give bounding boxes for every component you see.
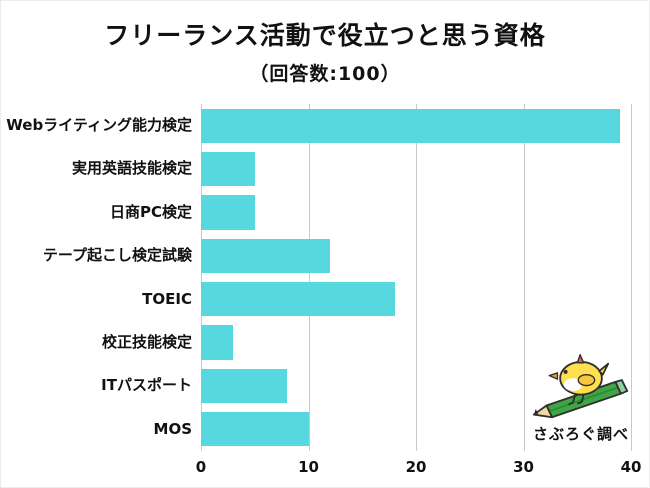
gridline	[308, 104, 310, 451]
chart-title: フリーランス活動で役立つと思う資格	[104, 21, 546, 50]
category-label: Webライティング能力検定	[6, 116, 192, 135]
category-labels: Webライティング能力検定実用英語技能検定日商PC検定テープ起こし検定試験 TOE…	[1, 104, 201, 451]
survey-credit: さぶろぐ調べ	[532, 425, 629, 443]
bar-row	[201, 364, 631, 407]
bar-row	[201, 408, 631, 451]
bar	[201, 325, 234, 360]
category-label: 日商PC検定	[109, 202, 192, 221]
mascot: さぶろぐ調べ	[522, 342, 640, 444]
category-label: MOS	[153, 419, 192, 438]
category-label: テープ起こし検定試験	[42, 246, 192, 265]
x-tick-label: 10	[298, 458, 319, 476]
bar	[201, 151, 255, 187]
gridline	[523, 104, 525, 451]
category-label: 実用英語技能検定	[71, 159, 192, 178]
x-tick-label: 40	[620, 458, 642, 476]
bar	[201, 108, 621, 143]
x-tick-label: 0	[195, 458, 207, 476]
chick-with-pencil-icon	[532, 354, 629, 419]
bar-row	[201, 104, 631, 147]
x-axis: 0 10 20 30 40	[196, 451, 642, 479]
bar	[201, 412, 309, 447]
bars	[201, 104, 631, 451]
plot-area	[201, 104, 632, 451]
bar	[201, 368, 287, 404]
category-label: TOEIC	[142, 289, 192, 308]
bar	[201, 238, 330, 273]
bar-row	[201, 321, 631, 364]
x-tick-label: 30	[513, 458, 534, 476]
bar-row	[201, 191, 631, 234]
category-label: 校正技能検定	[101, 332, 192, 351]
bar-row	[201, 147, 631, 190]
x-tick-label: 20	[405, 458, 427, 476]
bar-row	[201, 278, 631, 321]
gridline	[631, 104, 632, 451]
bar-chart: Webライティング能力検定実用英語技能検定日商PC検定テープ起こし検定試験 TOE…	[1, 104, 642, 479]
bar-row	[201, 234, 631, 277]
category-label: ITパスポート	[101, 376, 192, 395]
gridline	[201, 104, 202, 451]
chart-body: Webライティング能力検定実用英語技能検定日商PC検定テープ起こし検定試験 TOE…	[1, 104, 632, 451]
gridline	[416, 104, 417, 451]
bar	[201, 195, 255, 230]
chart-subtitle: （回答数:100）	[249, 63, 401, 85]
bar	[201, 282, 395, 317]
